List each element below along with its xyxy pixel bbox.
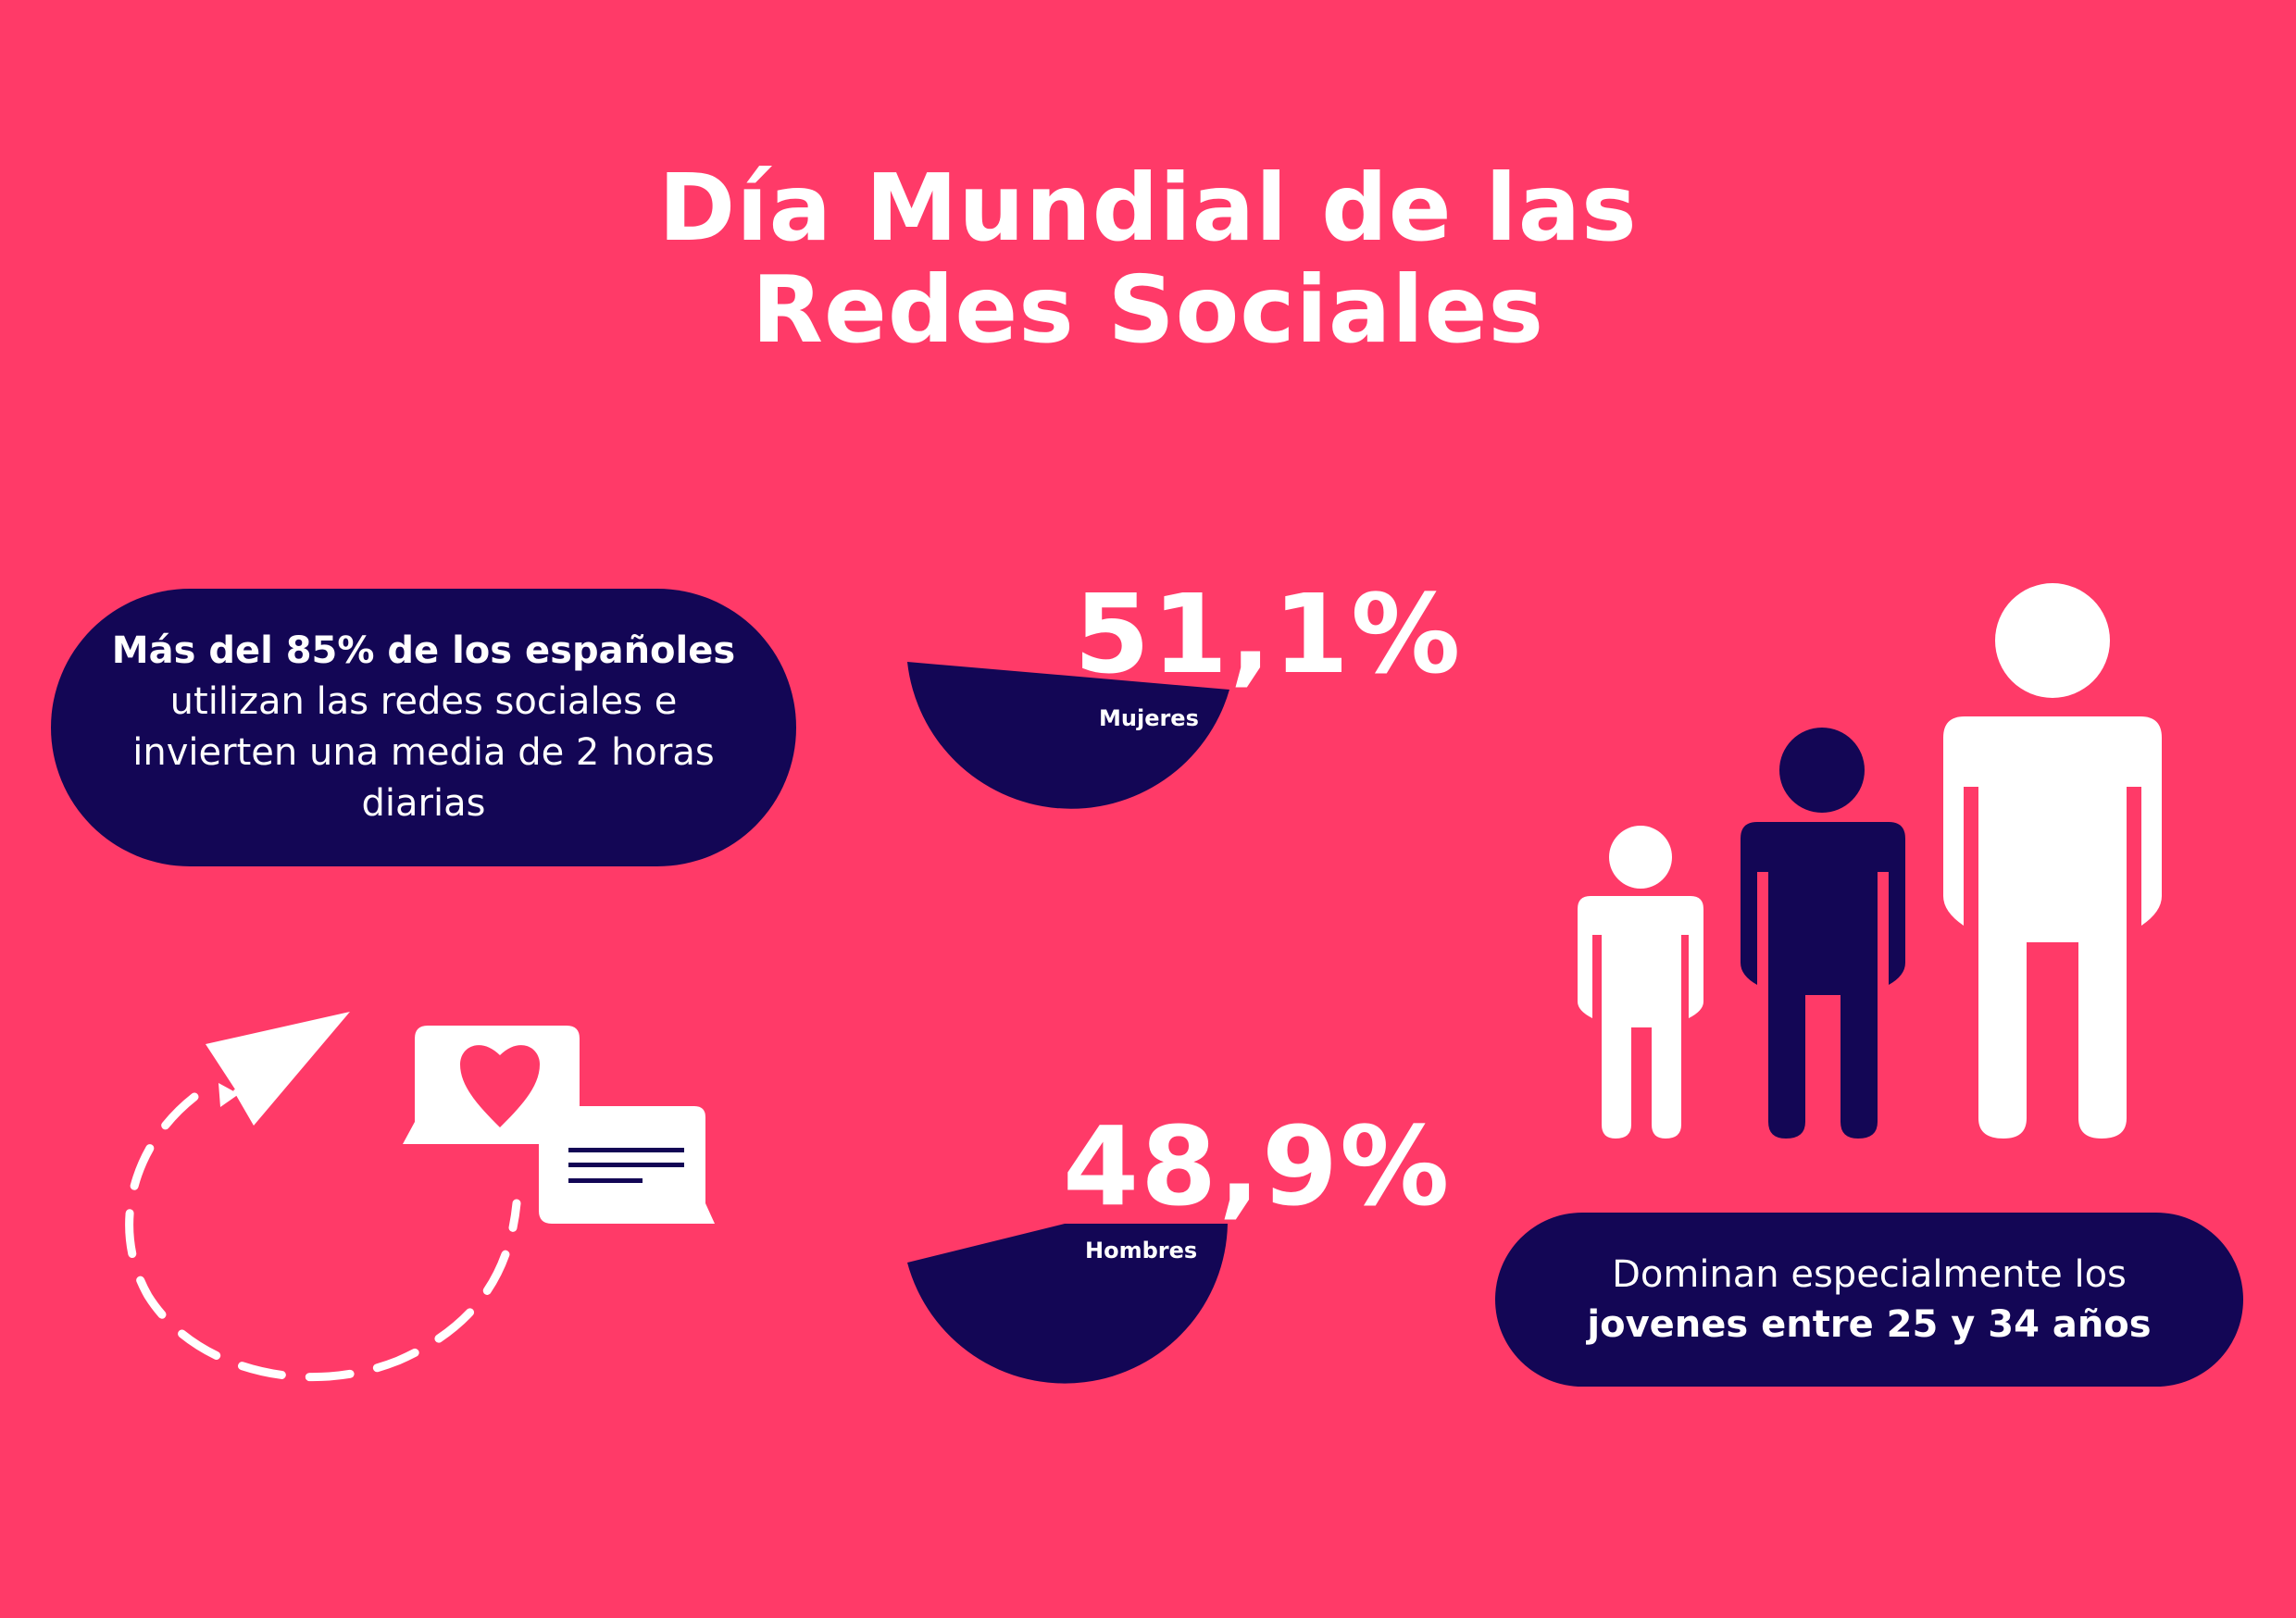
adult-figure-icon xyxy=(1943,583,2162,1139)
youth-stat-text: Dominan especialmente los jovenes entre … xyxy=(1587,1250,2151,1350)
usage-stat-text: Más del 85% de los españoles utilizan la… xyxy=(106,626,741,829)
title-line-1: Día Mundial de las xyxy=(658,154,1638,262)
page-title: Día Mundial de las Redes Sociales xyxy=(0,157,2296,361)
title-line-2: Redes Sociales xyxy=(752,255,1544,364)
usage-stat-bold: Más del 85% de los españoles xyxy=(111,629,736,672)
men-percent: 48,9% xyxy=(1063,1102,1452,1230)
youth-stat-regular: Dominan especialmente los xyxy=(1612,1253,2127,1296)
child-figure-icon xyxy=(1578,826,1703,1139)
women-label: Mujeres xyxy=(1099,705,1199,731)
usage-stat-regular: utilizan las redes sociales e invierten … xyxy=(132,680,715,825)
youth-stat-bold: jovenes entre 25 y 34 años xyxy=(1587,1303,2152,1346)
men-share-shape xyxy=(907,1224,1228,1384)
text-chat-bubble-icon xyxy=(539,1106,715,1224)
women-percent: 51,1% xyxy=(1074,570,1463,698)
women-share-shape xyxy=(907,662,1229,809)
teen-figure-icon xyxy=(1741,728,1905,1139)
usage-stat-pill: Más del 85% de los españoles utilizan la… xyxy=(51,589,796,866)
men-label: Hombres xyxy=(1085,1238,1198,1263)
heart-chat-bubble-icon xyxy=(403,1026,580,1144)
dashed-path-icon xyxy=(125,1092,521,1382)
youth-stat-pill: Dominan especialmente los jovenes entre … xyxy=(1495,1213,2243,1387)
paper-plane-icon xyxy=(206,1012,350,1126)
